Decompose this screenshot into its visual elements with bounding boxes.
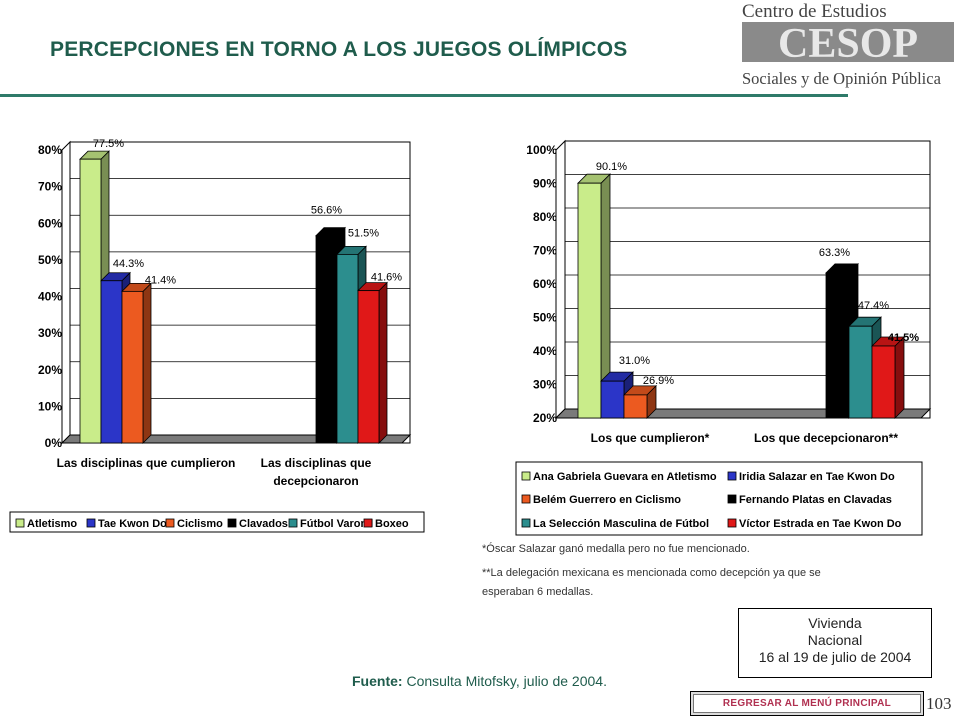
chart-right: 20% 30% 40% 50% 60% 70% 80% 90% 100% 90.1% 31.0% 26…: [515, 139, 932, 536]
data-label: 41.6%: [371, 272, 402, 284]
logo-mark: CESOP: [778, 21, 918, 67]
cesop-logo: Centro de Estudios CESOP Sociales y de O…: [742, 1, 954, 88]
logo-line2: Sociales y de Opinión Pública: [742, 69, 942, 88]
legend-entry: Boxeo: [375, 518, 409, 530]
y-tick-label: 90%: [533, 177, 557, 191]
source-note: Fuente: Consulta Mitofsky, julio de 2004…: [352, 673, 607, 689]
data-label: 90.1%: [596, 161, 627, 173]
legend-swatch: [165, 518, 175, 528]
bar-v-ctor-estrada-en-tae-kwon-do: [871, 336, 905, 419]
y-tick-label: 0%: [45, 436, 63, 450]
legend-entry: La Selección Masculina de Fútbol: [533, 518, 709, 530]
sample-line3: 16 al 19 de julio de 2004: [758, 649, 912, 665]
data-label: 31.0%: [619, 355, 650, 367]
legend-entry: Tae Kwon Do: [98, 518, 167, 530]
legend-swatch: [288, 518, 298, 528]
legend-swatch: [727, 518, 737, 528]
y-tick-label: 80%: [38, 143, 62, 157]
legend-swatch: [15, 518, 25, 528]
data-label: 56.6%: [311, 205, 342, 217]
y-tick-label: 50%: [533, 311, 557, 325]
legend-entry: Ciclismo: [177, 518, 223, 530]
data-label: 26.9%: [643, 375, 674, 387]
legend-entry: Clavados: [239, 518, 288, 530]
legend-swatch: [363, 518, 373, 528]
legend-swatch: [86, 518, 96, 528]
x-category-label: Los que decepcionaron**: [754, 431, 898, 445]
x-category-label: Las disciplinas que cumplieron: [57, 456, 236, 470]
back-to-menu-button[interactable]: REGRESAR AL MENÚ PRINCIPAL: [690, 691, 924, 716]
bar-boxeo: [357, 281, 388, 444]
data-label: 63.3%: [819, 247, 850, 259]
plot-side-wall: [61, 140, 71, 445]
bar-ana-gabriela-guevara-en-atletismo: [577, 173, 611, 419]
note-delegation-cont: esperaban 6 medallas.: [482, 586, 594, 598]
legend-swatch: [521, 494, 531, 504]
y-tick-label: 100%: [526, 143, 557, 157]
y-tick-label: 40%: [533, 344, 557, 358]
legend-swatch: [521, 471, 531, 481]
y-tick-label: 20%: [38, 363, 62, 377]
sample-line1: Vivienda: [808, 615, 862, 631]
back-to-menu-label: REGRESAR AL MENÚ PRINCIPAL: [693, 694, 921, 713]
data-label: 44.3%: [113, 258, 144, 270]
data-label: 51.5%: [348, 227, 379, 239]
legend-entry: Atletismo: [27, 518, 77, 530]
y-tick-label: 50%: [38, 253, 62, 267]
bar-ciclismo: [121, 282, 152, 444]
data-label: 41.5%: [888, 332, 919, 344]
page-number: 103: [926, 694, 952, 713]
legend-entry: Iridia Salazar en Tae Kwon Do: [739, 471, 895, 483]
y-tick-label: 30%: [533, 378, 557, 392]
x-category-label: Los que cumplieron*: [591, 431, 710, 445]
chart-left: 0% 10% 20% 30% 40% 50% 60% 70% 80% 77.5% 44.3%41.4…: [9, 138, 425, 533]
y-tick-label: 10%: [38, 399, 62, 413]
note-salazar: *Óscar Salazar ganó medalla pero no fue …: [482, 543, 750, 555]
y-tick-label: 60%: [38, 216, 62, 230]
logo-line1: Centro de Estudios: [742, 1, 887, 22]
y-tick-label: 70%: [38, 180, 62, 194]
y-tick-label: 30%: [38, 326, 62, 340]
sample-line2: Nacional: [807, 632, 863, 648]
y-tick-label: 70%: [533, 244, 557, 258]
note-delegation: **La delegación mexicana es mencionada c…: [482, 567, 821, 579]
legend-entry: Ana Gabriela Guevara en Atletismo: [533, 471, 717, 483]
legend-entry: Fútbol Varonil: [300, 518, 373, 530]
y-tick-label: 20%: [533, 411, 557, 425]
legend-swatch: [727, 471, 737, 481]
title-divider: [0, 94, 848, 97]
plot-side-wall: [555, 139, 566, 420]
data-label: 77.5%: [93, 138, 124, 150]
data-label: 47.4%: [858, 300, 889, 312]
legend-swatch: [521, 518, 531, 528]
page-title: PERCEPCIONES EN TORNO A LOS JUEGOS OLÍMP…: [50, 38, 628, 61]
y-tick-label: 40%: [38, 290, 62, 304]
legend-swatch: [227, 518, 237, 528]
legend: Ana Gabriela Guevara en Atletismo Iridia …: [515, 461, 923, 536]
data-label: 41.4%: [145, 274, 176, 286]
x-category-label: Las disciplinas que: [261, 456, 372, 470]
legend-swatch: [727, 494, 737, 504]
source-text: Consulta Mitofsky, julio de 2004.: [402, 673, 607, 689]
legend-entry: Belém Guerrero en Ciclismo: [533, 494, 681, 506]
source-label: Fuente:: [352, 673, 403, 689]
legend-entry: Fernando Platas en Clavadas: [739, 494, 892, 506]
legend: Atletismo Tae Kwon Do Ciclismo Clavados Fútb…: [9, 511, 425, 533]
y-tick-label: 80%: [533, 210, 557, 224]
x-category-label: decepcionaron: [273, 474, 358, 488]
legend-entry: Víctor Estrada en Tae Kwon Do: [739, 518, 902, 530]
bar-bel-m-guerrero-en-ciclismo: [623, 384, 657, 419]
y-tick-label: 60%: [533, 277, 557, 291]
sample-box: Vivienda Nacional 16 al 19 de julio de 2…: [738, 608, 932, 678]
